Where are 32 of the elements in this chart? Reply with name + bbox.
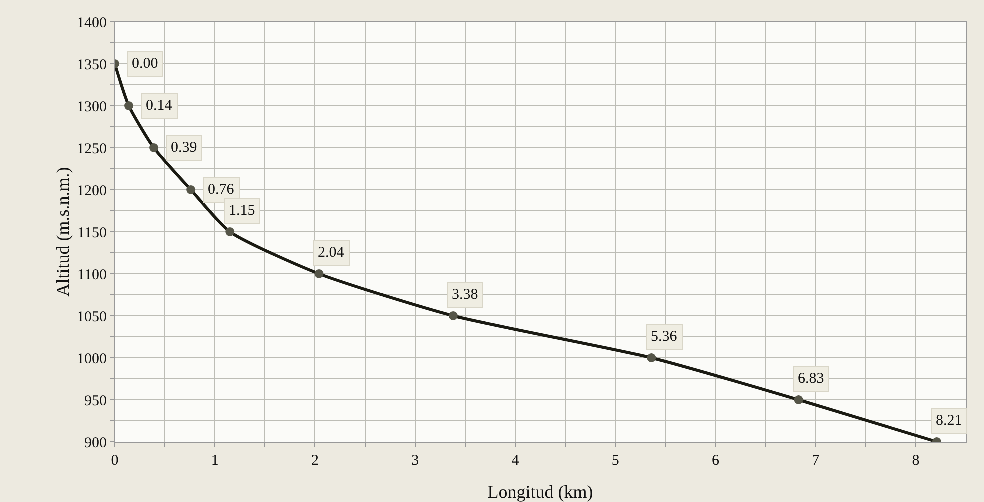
x-tick-label: 4 (512, 453, 520, 469)
y-axis-title: Altitud (m.s.n.m.) (53, 167, 73, 297)
y-tick-label: 1150 (78, 225, 107, 242)
y-tick-label: 1300 (77, 99, 107, 116)
annotation: 5.36 (651, 329, 678, 345)
x-tick-label: 7 (812, 453, 820, 469)
x-tick-label: 6 (712, 453, 720, 469)
annotation: 0.14 (146, 98, 173, 114)
x-axis-title: Longitud (km) (488, 482, 594, 502)
annotation: 3.38 (452, 287, 478, 303)
y-tick-label: 950 (84, 393, 107, 410)
annotation: 8.21 (936, 413, 962, 429)
annotation: 0.00 (132, 56, 158, 72)
x-tick-label: 5 (612, 453, 620, 469)
y-tick-label: 1050 (77, 309, 107, 326)
annotation: 0.76 (208, 182, 235, 198)
annotation: 6.83 (798, 371, 824, 387)
y-tick-label: 1100 (78, 267, 107, 284)
annotation: 2.04 (318, 245, 345, 261)
y-tick-label: 900 (84, 435, 107, 452)
x-tick-label: 0 (111, 453, 119, 469)
y-tick-label: 1200 (77, 183, 107, 200)
y-tick-label: 1000 (77, 351, 107, 368)
x-tick-label: 2 (311, 453, 319, 469)
y-tick-label: 1400 (77, 15, 107, 32)
annotation: 0.39 (171, 140, 198, 156)
annotation: 1.15 (229, 203, 256, 219)
x-tick-label: 3 (412, 453, 420, 469)
y-tick-label: 1350 (77, 57, 107, 74)
x-tick-label: 8 (912, 453, 920, 469)
x-tick-label: 1 (211, 453, 219, 469)
y-tick-label: 1250 (77, 141, 107, 158)
